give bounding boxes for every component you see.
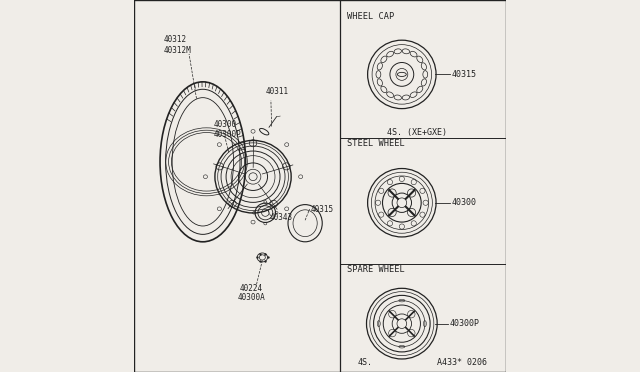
Text: 40300P: 40300P [449,319,479,328]
Text: 40343: 40343 [270,213,293,222]
Text: 40312: 40312 [164,35,187,44]
Text: 40224: 40224 [240,284,263,293]
Text: STEEL WHEEL: STEEL WHEEL [347,139,404,148]
Text: 40300: 40300 [452,198,477,207]
Text: 40300A: 40300A [237,293,265,302]
Text: 40312M: 40312M [164,46,191,55]
Text: 4S. (XE+GXE): 4S. (XE+GXE) [387,128,447,137]
Text: 40300P: 40300P [214,130,242,139]
Text: A433* 0206: A433* 0206 [437,358,487,367]
Text: WHEEL CAP: WHEEL CAP [347,12,394,21]
Text: 40315: 40315 [452,70,477,79]
Text: 40300: 40300 [214,120,237,129]
Text: 40315: 40315 [310,205,334,214]
Text: 40311: 40311 [266,87,289,96]
Text: 4S.: 4S. [357,358,372,367]
Text: SPARE WHEEL: SPARE WHEEL [347,265,404,274]
